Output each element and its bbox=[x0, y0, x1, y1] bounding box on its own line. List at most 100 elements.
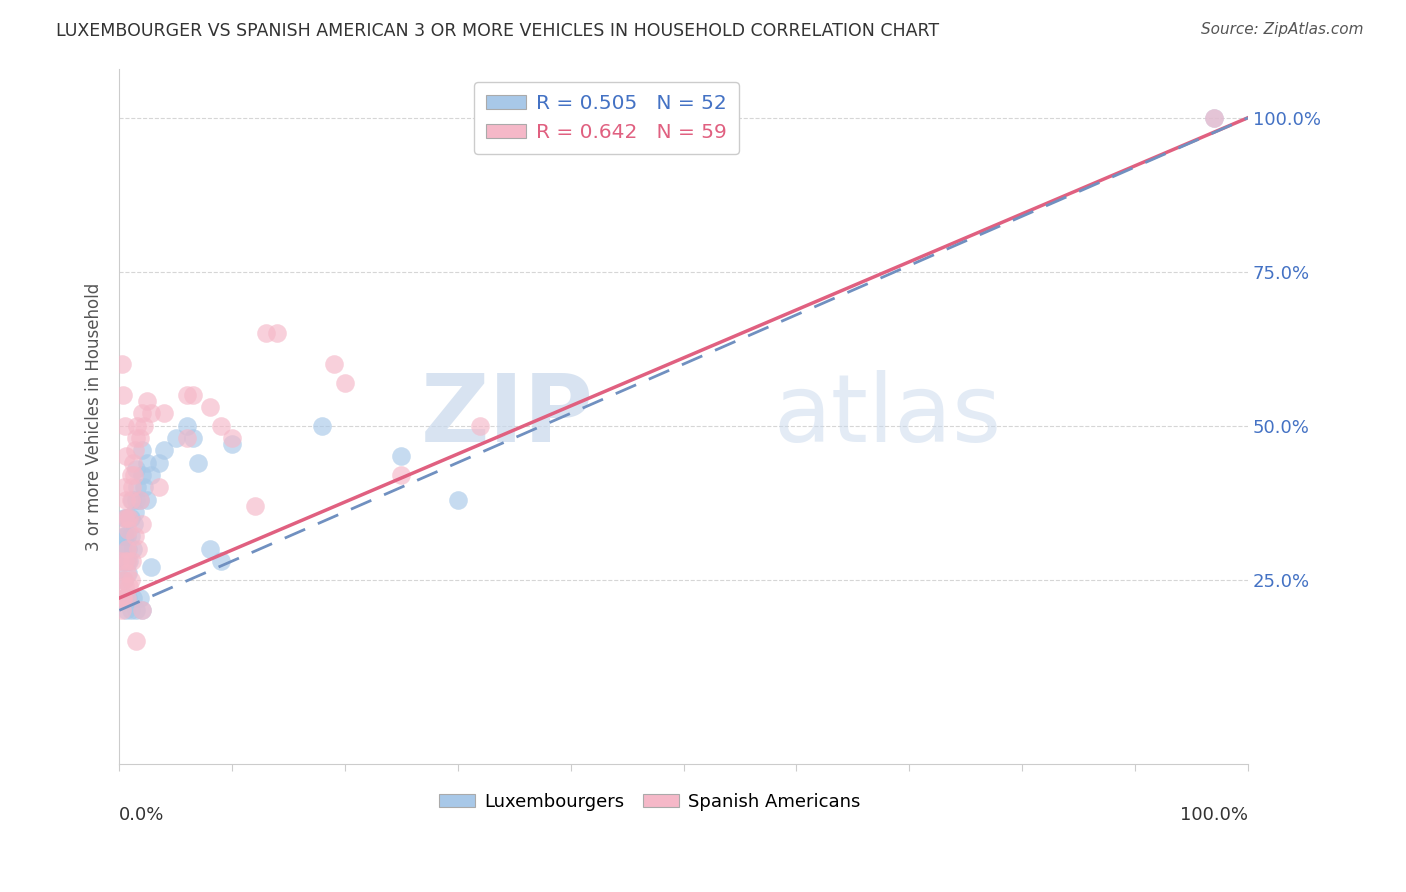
Point bbox=[125, 431, 148, 445]
Point bbox=[125, 603, 148, 617]
Point bbox=[136, 456, 159, 470]
Point bbox=[111, 554, 134, 568]
Point bbox=[112, 511, 135, 525]
Point bbox=[333, 376, 356, 390]
Point bbox=[139, 560, 162, 574]
Point bbox=[322, 357, 344, 371]
Point bbox=[136, 394, 159, 409]
Text: 100.0%: 100.0% bbox=[1180, 806, 1249, 824]
Point bbox=[117, 591, 139, 605]
Point bbox=[131, 406, 153, 420]
Point bbox=[117, 524, 139, 538]
Point bbox=[114, 554, 136, 568]
Point bbox=[121, 554, 143, 568]
Point bbox=[198, 400, 221, 414]
Point bbox=[112, 529, 135, 543]
Point bbox=[176, 431, 198, 445]
Point bbox=[125, 492, 148, 507]
Point bbox=[117, 566, 139, 581]
Point bbox=[148, 456, 170, 470]
Point bbox=[148, 480, 170, 494]
Point bbox=[187, 456, 209, 470]
Point bbox=[115, 529, 138, 543]
Point bbox=[120, 492, 142, 507]
Point bbox=[114, 511, 136, 525]
Point bbox=[128, 591, 150, 605]
Y-axis label: 3 or more Vehicles in Household: 3 or more Vehicles in Household bbox=[86, 282, 103, 550]
Point bbox=[115, 603, 138, 617]
Point bbox=[132, 480, 155, 494]
Point bbox=[470, 418, 492, 433]
Point bbox=[114, 554, 136, 568]
Point bbox=[110, 541, 132, 556]
Point bbox=[115, 511, 138, 525]
Point bbox=[127, 418, 149, 433]
Point bbox=[131, 603, 153, 617]
Point bbox=[111, 591, 134, 605]
Point bbox=[391, 467, 413, 482]
Point bbox=[120, 467, 142, 482]
Text: Source: ZipAtlas.com: Source: ZipAtlas.com bbox=[1201, 22, 1364, 37]
Point bbox=[136, 492, 159, 507]
Point bbox=[115, 591, 138, 605]
Point bbox=[115, 541, 138, 556]
Point bbox=[153, 443, 176, 458]
Point bbox=[139, 406, 162, 420]
Point bbox=[120, 603, 142, 617]
Point bbox=[111, 591, 134, 605]
Point bbox=[121, 456, 143, 470]
Point bbox=[221, 431, 243, 445]
Point bbox=[176, 418, 198, 433]
Point bbox=[128, 492, 150, 507]
Point bbox=[115, 554, 138, 568]
Point bbox=[127, 480, 149, 494]
Text: atlas: atlas bbox=[773, 370, 1002, 462]
Point bbox=[120, 573, 142, 587]
Point bbox=[118, 554, 141, 568]
Point bbox=[111, 388, 134, 402]
Point bbox=[128, 431, 150, 445]
Point bbox=[165, 431, 187, 445]
Text: 0.0%: 0.0% bbox=[120, 806, 165, 824]
Point bbox=[111, 591, 134, 605]
Point bbox=[127, 541, 149, 556]
Point bbox=[120, 529, 142, 543]
Point bbox=[266, 326, 288, 341]
Point bbox=[112, 573, 135, 587]
Point bbox=[121, 492, 143, 507]
Point bbox=[128, 492, 150, 507]
Point bbox=[139, 467, 162, 482]
Point bbox=[125, 634, 148, 648]
Point bbox=[112, 573, 135, 587]
Point bbox=[121, 480, 143, 494]
Point bbox=[110, 357, 132, 371]
Point bbox=[254, 326, 277, 341]
Point bbox=[121, 591, 143, 605]
Point bbox=[209, 554, 232, 568]
Point bbox=[181, 431, 204, 445]
Point bbox=[198, 541, 221, 556]
Point bbox=[209, 418, 232, 433]
Point bbox=[132, 418, 155, 433]
Point bbox=[243, 499, 266, 513]
Point bbox=[124, 505, 146, 519]
Point bbox=[110, 554, 132, 568]
Point bbox=[117, 554, 139, 568]
Legend: Luxembourgers, Spanish Americans: Luxembourgers, Spanish Americans bbox=[432, 786, 868, 818]
Point bbox=[115, 511, 138, 525]
Point bbox=[114, 418, 136, 433]
Point bbox=[115, 541, 138, 556]
Text: ZIP: ZIP bbox=[420, 370, 593, 462]
Point bbox=[115, 566, 138, 581]
Point bbox=[110, 603, 132, 617]
Point bbox=[131, 443, 153, 458]
Point bbox=[118, 511, 141, 525]
Point bbox=[120, 511, 142, 525]
Point bbox=[131, 603, 153, 617]
Point bbox=[114, 579, 136, 593]
Point bbox=[115, 492, 138, 507]
Point bbox=[124, 529, 146, 543]
Point bbox=[122, 517, 145, 532]
Point bbox=[153, 406, 176, 420]
Point bbox=[117, 541, 139, 556]
